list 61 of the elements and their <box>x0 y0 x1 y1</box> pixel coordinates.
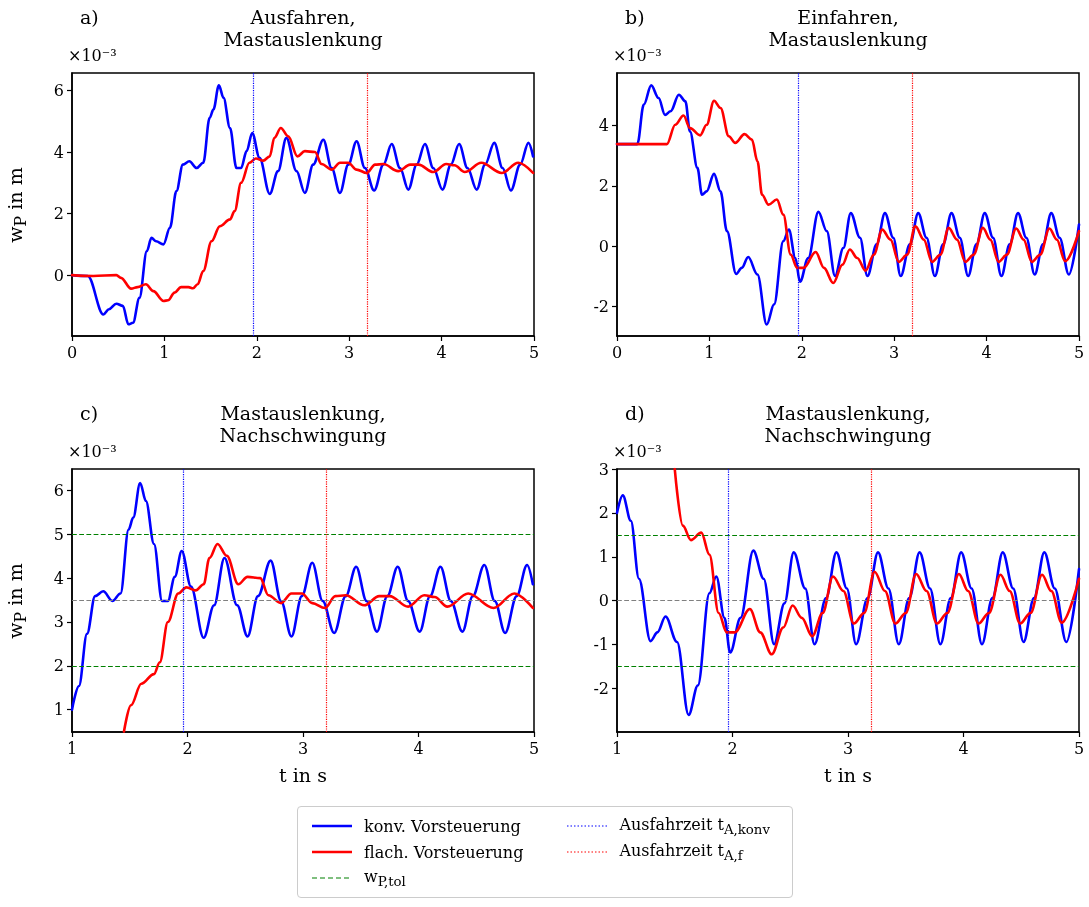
x-tick-label: 5 <box>1073 342 1085 362</box>
x-tick-label: 4 <box>958 738 969 758</box>
x-tick-label: 1 <box>66 738 78 758</box>
chart-title: Mastauslenkung, Nachschwingung <box>219 402 387 446</box>
x-tick-label: 1 <box>159 342 170 362</box>
x-tick-label: 2 <box>796 342 807 362</box>
x-tick-label: 5 <box>528 342 540 362</box>
x-tick-label: 5 <box>528 738 540 758</box>
text: ×10⁻³ <box>613 45 662 67</box>
y-tick-label: -2 <box>593 296 609 316</box>
x-tick-label: 0 <box>611 342 623 362</box>
x-tick-label: 1 <box>611 738 623 758</box>
x-tick-label: 3 <box>297 738 309 758</box>
y-tick-label: 2 <box>598 503 609 523</box>
y-tick-label: 0 <box>598 591 609 611</box>
y-tick-label: 4 <box>53 142 64 162</box>
x-tick-label: 4 <box>981 342 992 362</box>
text: c) <box>80 402 99 424</box>
x-tick-label: 3 <box>889 342 900 362</box>
y-tick-label: 6 <box>53 81 64 101</box>
y-tick-label: 3 <box>598 459 609 479</box>
y-tick-label: 2 <box>53 204 64 224</box>
y-tick-label: 6 <box>53 480 64 500</box>
y-tick-label: 4 <box>53 568 64 588</box>
x-tick-label: 2 <box>251 342 262 362</box>
text: a) <box>80 6 99 28</box>
text: ×10⁻³ <box>613 441 662 463</box>
x-tick-label: 5 <box>1073 738 1085 758</box>
y-tick-label: 3 <box>53 612 64 632</box>
x-axis-title: t in s <box>278 764 328 786</box>
x-tick-label: 2 <box>182 738 193 758</box>
y-tick-label: 2 <box>53 656 64 676</box>
x-tick-label: 3 <box>842 738 854 758</box>
legend-label: Ausfahrzeit t$_{A,konv}$ <box>619 814 770 838</box>
x-tick-label: 0 <box>66 342 78 362</box>
legend-label: w$_{P,tol}$ <box>364 866 406 890</box>
chart-title: Ausfahren, Mastauslenkung <box>223 6 383 50</box>
x-tick-label: 2 <box>727 738 738 758</box>
legend-label: Ausfahrzeit t$_{A,f}$ <box>619 840 743 864</box>
text: b) <box>625 6 645 28</box>
chart-title: Einfahren, Mastauslenkung <box>768 6 928 50</box>
legend-label: flach. Vorsteuerung <box>364 842 524 862</box>
x-axis-title: t in s <box>823 764 873 786</box>
chart-title: Mastauslenkung, Nachschwingung <box>764 402 932 446</box>
y-tick-label: 1 <box>598 547 609 567</box>
y-tick-label: 1 <box>53 700 64 720</box>
y-tick-label: 4 <box>598 116 609 136</box>
y-tick-label: 0 <box>598 236 609 256</box>
legend-label: konv. Vorsteuerung <box>364 816 521 836</box>
text: ×10⁻³ <box>68 45 117 67</box>
text: d) <box>625 402 645 424</box>
x-tick-label: 4 <box>413 738 424 758</box>
x-tick-label: 1 <box>704 342 715 362</box>
x-tick-label: 4 <box>436 342 447 362</box>
text: ×10⁻³ <box>68 441 117 463</box>
y-tick-label: 0 <box>53 265 64 285</box>
y-tick-label: -1 <box>593 635 609 655</box>
y-tick-label: -2 <box>593 679 609 699</box>
x-tick-label: 3 <box>344 342 355 362</box>
y-tick-label: 5 <box>53 524 64 544</box>
y-tick-label: 2 <box>598 176 609 196</box>
